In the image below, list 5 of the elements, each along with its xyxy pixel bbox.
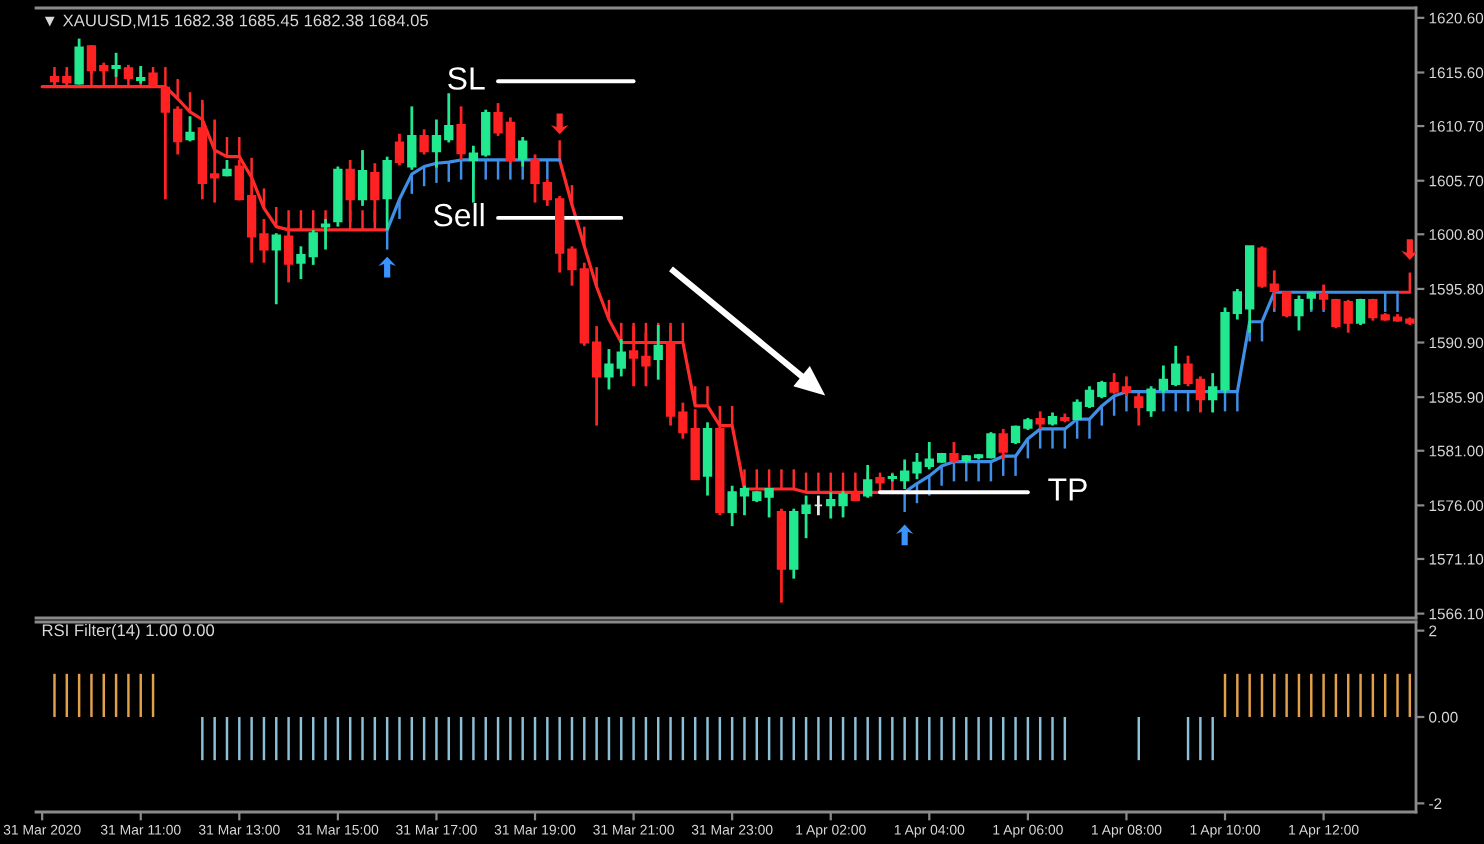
series-label: SL — [448, 67, 485, 90]
series-label: TP — [1048, 478, 1087, 501]
series-label: Sell — [433, 203, 484, 227]
chart-title: ▼ XAUUSD,M15 1682.38 1685.45 1682.38 1684.05 — [44, 14, 428, 29]
chart-title: RSI Filter(14) 1.00 0.00 — [42, 623, 215, 640]
